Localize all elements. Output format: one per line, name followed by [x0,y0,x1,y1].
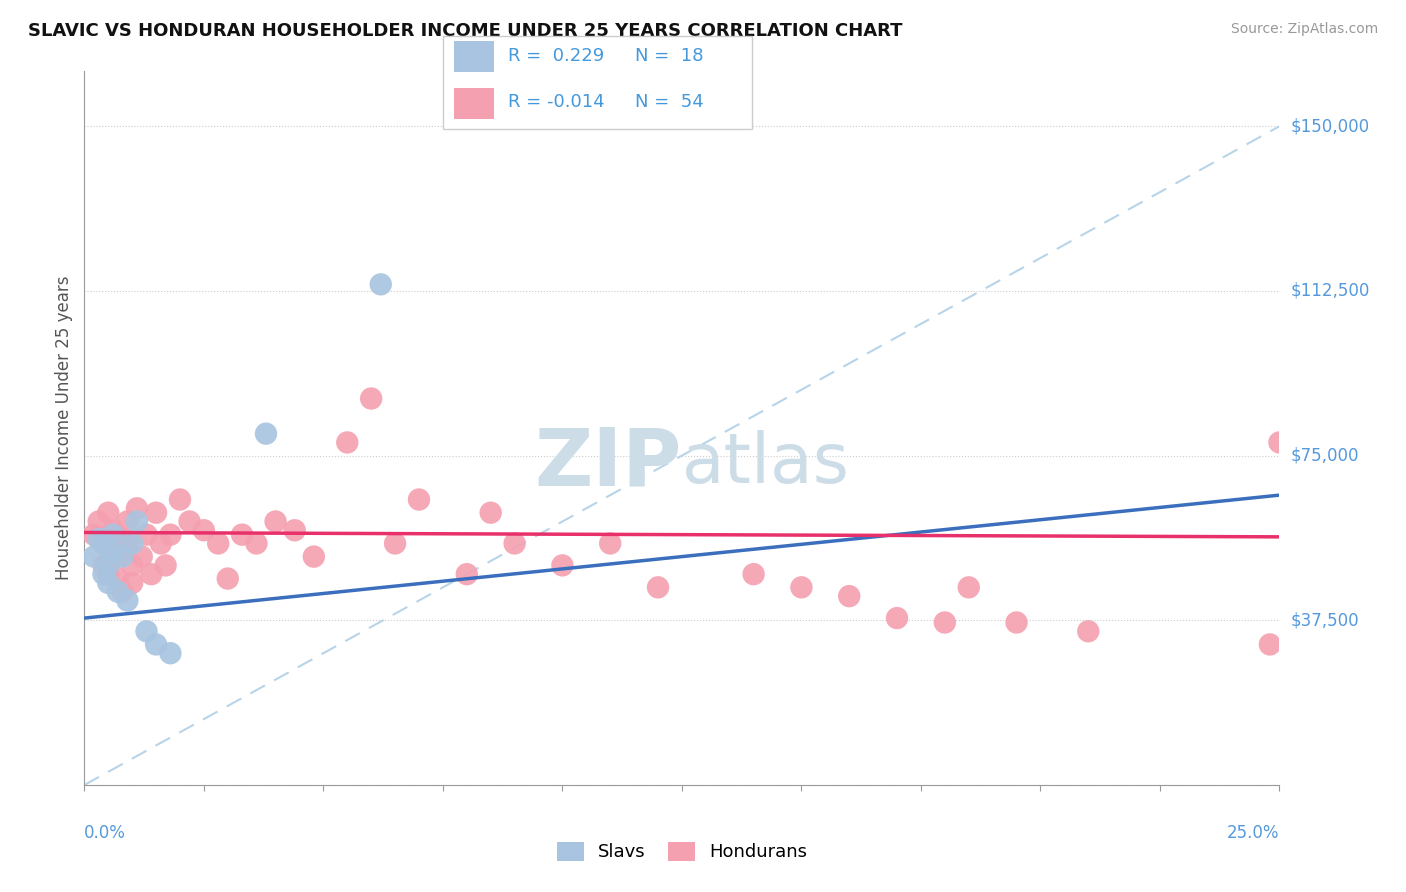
Point [456,567,478,582]
Point [169,492,191,507]
Point [647,580,669,594]
Point [370,277,392,292]
Text: R =  0.229: R = 0.229 [508,46,603,64]
Point [111,584,134,599]
Point [193,523,215,537]
Text: N =  54: N = 54 [634,94,703,112]
Point [264,515,287,529]
Point [97,558,120,573]
Point [155,558,177,573]
Text: N =  18: N = 18 [634,46,703,64]
Point [141,567,163,582]
Point [217,572,239,586]
Point [121,558,143,573]
Point [97,506,120,520]
Point [145,637,167,651]
Text: SLAVIC VS HONDURAN HOUSEHOLDER INCOME UNDER 25 YEARS CORRELATION CHART: SLAVIC VS HONDURAN HOUSEHOLDER INCOME UN… [28,22,903,40]
Point [93,558,115,573]
Point [93,567,115,582]
Point [284,523,307,537]
Point [87,515,110,529]
Point [179,515,201,529]
Point [1005,615,1028,630]
Point [97,576,120,591]
Point [1258,637,1281,651]
Point [117,536,139,550]
Point [159,646,181,660]
Point [135,624,157,639]
Text: 25.0%: 25.0% [1227,824,1279,842]
Point [101,541,124,555]
Text: atlas: atlas [682,430,849,498]
Point [838,589,860,603]
Text: 0.0%: 0.0% [84,824,127,842]
Point [87,532,110,546]
Point [101,545,124,559]
Point [83,549,105,564]
Point [117,593,139,607]
Point [503,536,526,550]
Text: ZIP: ZIP [534,425,682,503]
Point [121,536,143,550]
Point [245,536,267,550]
Legend: Slavs, Hondurans: Slavs, Hondurans [550,835,814,869]
Point [107,572,129,586]
Point [121,576,143,591]
Text: Source: ZipAtlas.com: Source: ZipAtlas.com [1230,22,1378,37]
Text: $150,000: $150,000 [1291,117,1369,136]
Point [97,567,120,582]
Point [107,549,129,564]
Point [957,580,980,594]
Point [117,515,139,529]
Text: $75,000: $75,000 [1291,447,1360,465]
Point [384,536,406,550]
Point [302,549,325,564]
Point [101,527,124,541]
Point [790,580,813,594]
Point [135,527,157,541]
Point [551,558,574,573]
Point [336,435,359,450]
Point [742,567,765,582]
Point [207,536,229,550]
Point [1268,435,1291,450]
Point [83,527,105,541]
Point [93,536,115,550]
Point [145,506,167,520]
Point [101,523,124,537]
Text: R = -0.014: R = -0.014 [508,94,605,112]
Point [131,549,153,564]
Point [1077,624,1099,639]
Point [886,611,908,625]
Point [934,615,956,630]
Point [408,492,430,507]
Point [125,515,148,529]
Point [599,536,621,550]
Point [93,536,115,550]
Point [159,527,181,541]
Point [479,506,502,520]
Point [360,392,382,406]
Point [254,426,277,441]
Point [111,532,134,546]
Point [149,536,172,550]
Point [125,501,148,516]
Point [231,527,253,541]
Point [107,584,129,599]
Y-axis label: Householder Income Under 25 years: Householder Income Under 25 years [55,276,73,581]
Text: $112,500: $112,500 [1291,282,1369,300]
Text: $37,500: $37,500 [1291,611,1360,629]
Point [111,549,134,564]
